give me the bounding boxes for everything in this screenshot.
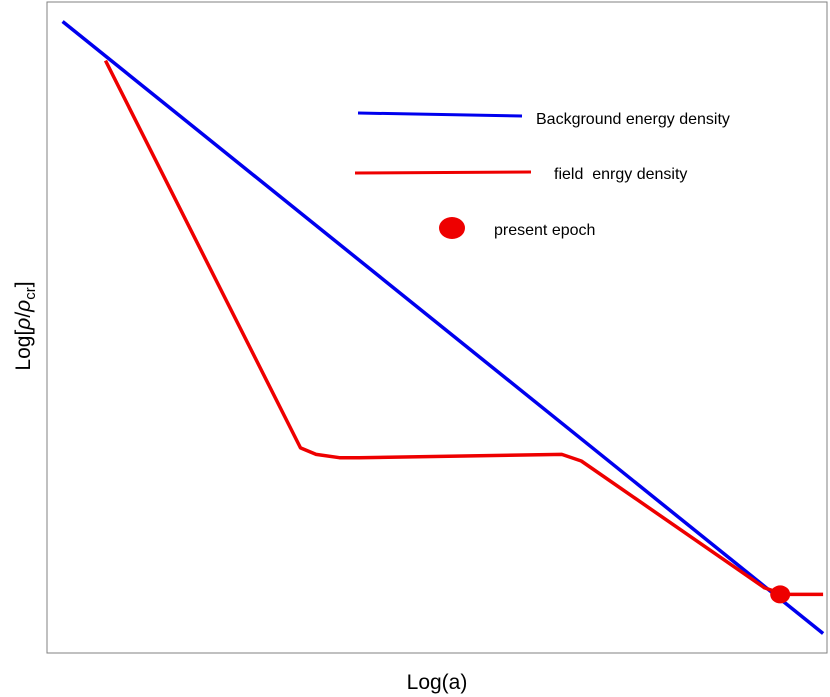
series-line-background [61, 20, 825, 635]
marker-layer [770, 585, 791, 604]
legend-label-present-epoch: present epoch [494, 222, 595, 239]
x-axis-label: Log(a) [407, 671, 468, 694]
legend-label-background: Background energy density [536, 111, 730, 128]
y-axis-label-slash: / [12, 312, 35, 318]
y-axis-label-sub: cr [22, 287, 39, 300]
legend-label-field: field enrgy density [554, 166, 687, 183]
legend-line-background [357, 111, 523, 118]
legend-line-field [354, 170, 532, 175]
y-axis-label-rho: ρ [12, 318, 35, 331]
plot-frame [46, 1, 828, 654]
legend-marker-present-epoch [439, 217, 465, 239]
y-axis-label-prefix: Log[ [12, 330, 35, 371]
legend: Background energy density field enrgy de… [354, 111, 730, 239]
y-axis-label-suffix: ] [12, 281, 35, 287]
y-axis-label-rho-2: ρ [12, 300, 35, 313]
present-epoch-marker [770, 585, 791, 604]
y-axis-label: Log[ρ/ρcr] [12, 281, 39, 370]
